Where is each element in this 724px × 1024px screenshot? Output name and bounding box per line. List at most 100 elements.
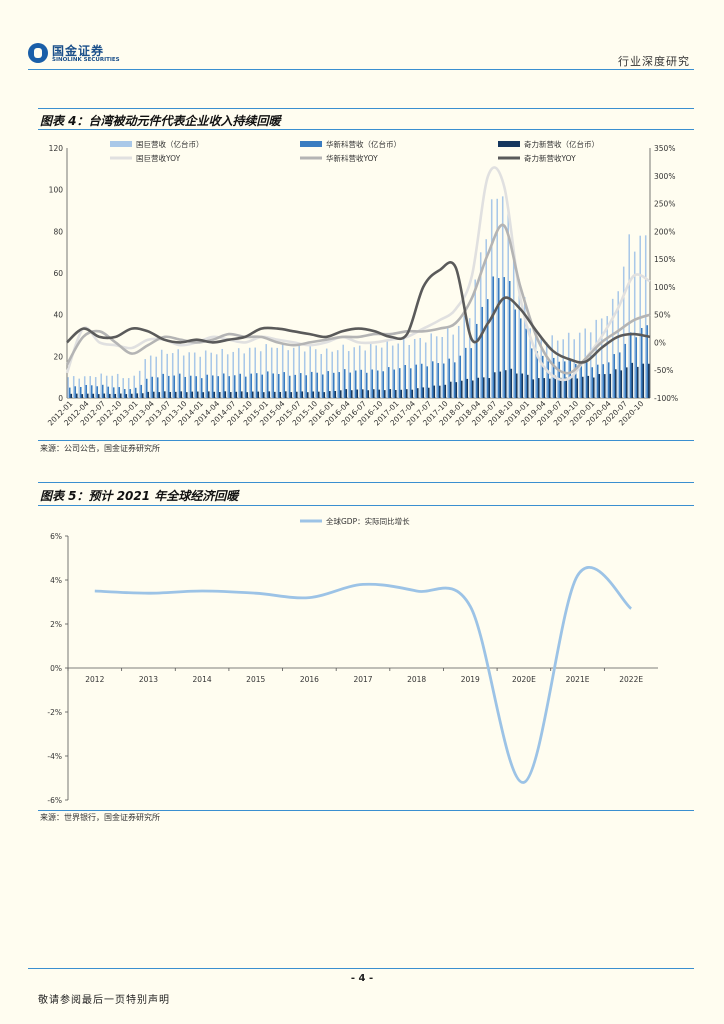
fig4-bar-chilisin — [136, 393, 139, 398]
fig4-bar-yageo — [622, 266, 625, 398]
fig4-bar-yageo — [358, 345, 361, 398]
fig4-bar-chilisin — [422, 387, 425, 398]
fig4-bar-chilisin — [532, 379, 535, 398]
fig4-bar-yageo — [133, 375, 135, 398]
fig4-bar-walsin — [244, 376, 247, 398]
fig4-bar-chilisin — [417, 388, 419, 398]
fig4-bar-yageo — [463, 315, 465, 398]
fig4-right-tick-label: 350% — [654, 144, 675, 153]
fig4-bar-walsin — [497, 278, 500, 398]
fig4-bar-walsin — [508, 280, 511, 398]
fig4-bar-yageo — [177, 349, 179, 398]
fig4-bar-yageo — [248, 347, 251, 398]
fig4-bar-walsin — [332, 372, 335, 398]
fig4-bar-yageo — [265, 344, 267, 398]
fig4-bar-chilisin — [268, 391, 271, 398]
fig4-bar-yageo — [122, 378, 124, 398]
fig4-bar-walsin — [222, 373, 225, 398]
fig4-bar-walsin — [299, 373, 302, 398]
fig4-bar-yageo — [78, 378, 80, 398]
fig4-bar-yageo — [100, 373, 102, 398]
fig4-bar-chilisin — [131, 393, 133, 398]
fig4-right-tick-label: 200% — [654, 227, 675, 236]
fig4-bar-walsin — [640, 328, 643, 398]
fig4-bar-chilisin — [318, 391, 320, 398]
fig4-bar-walsin — [646, 325, 649, 398]
fig4-right-tick-label: 150% — [654, 255, 675, 264]
fig4-bar-yageo — [298, 345, 300, 398]
fig4-bar-yageo — [490, 199, 493, 398]
fig4-bar-chilisin — [477, 377, 480, 398]
fig4-bar-chilisin — [455, 382, 458, 398]
fig4-bar-chilisin — [560, 377, 562, 398]
fig4-bar-chilisin — [224, 391, 227, 398]
fig4-bar-walsin — [431, 361, 434, 398]
fig4-bar-chilisin — [125, 394, 128, 398]
fig4-bar-walsin — [580, 361, 583, 398]
fig4-bar-yageo — [534, 333, 537, 398]
footer-divider — [28, 968, 694, 969]
fig5-x-tick-label: 2021E — [566, 675, 590, 684]
fig4-bar-chilisin — [92, 393, 95, 398]
fig4-right-tick-label: 50% — [654, 311, 671, 320]
fig4-bar-yageo — [397, 343, 399, 398]
fig4-bar-yageo — [243, 353, 245, 398]
fig4-bar-chilisin — [466, 378, 469, 398]
fig4-bar-yageo — [336, 350, 339, 398]
fig4-bar-yageo — [215, 354, 218, 398]
fig4-bar-chilisin — [626, 367, 628, 398]
fig4-right-tick-label: 100% — [654, 283, 675, 292]
fig4-bar-walsin — [167, 375, 170, 398]
fig4-bar-yageo — [193, 352, 196, 398]
fig4-bar-chilisin — [565, 377, 568, 398]
fig4-bar-chilisin — [367, 390, 370, 398]
fig4-bar-chilisin — [362, 389, 364, 398]
fig4-bar-walsin — [173, 375, 176, 398]
fig4-bar-chilisin — [263, 392, 265, 398]
fig4-bar-chilisin — [290, 392, 293, 398]
fig5-source: 来源：世界银行，国金证券研究所 — [40, 813, 160, 822]
fig4-bar-chilisin — [180, 391, 183, 398]
fig4-bar-walsin — [305, 375, 308, 398]
fig5-x-tick-label: 2020E — [512, 675, 536, 684]
fig4-bar-yageo — [507, 208, 509, 398]
fig4-bar-yageo — [595, 319, 597, 398]
fig5-x-tick-label: 2015 — [246, 675, 265, 684]
fig4-bar-chilisin — [274, 391, 276, 398]
fig4-bar-chilisin — [114, 393, 117, 398]
fig4-bar-walsin — [129, 389, 132, 398]
fig4-bar-yageo — [342, 344, 344, 398]
fig4-bar-yageo — [424, 342, 427, 398]
fig4-source: 来源：公司公告，国金证券研究所 — [40, 444, 160, 453]
fig4-bar-walsin — [536, 351, 539, 398]
fig4-bar-yageo — [270, 347, 273, 398]
fig4-bar-chilisin — [186, 392, 188, 398]
fig4-bar-yageo — [518, 279, 520, 398]
fig4-bar-chilisin — [444, 384, 447, 398]
fig4-legend-label: 国巨营收（亿台币） — [136, 139, 204, 149]
fig4-bar-chilisin — [142, 393, 144, 398]
fig4-bar-yageo — [314, 349, 317, 398]
fig4-bar-yageo — [468, 318, 471, 398]
fig4-line-walsin-yoy — [65, 223, 651, 375]
fig4-bar-walsin — [409, 368, 412, 398]
fig4-bar-chilisin — [213, 391, 216, 398]
fig4-title: 图表 4：台湾被动元件代表企业收入持续回暖 — [40, 114, 281, 128]
fig4-bar-walsin — [343, 369, 346, 398]
fig4-bar-yageo — [391, 345, 394, 398]
fig4-bar-yageo — [325, 348, 328, 398]
fig4-right-tick-label: -50% — [654, 366, 673, 375]
fig4-bar-chilisin — [598, 374, 601, 398]
fig4-bar-walsin — [228, 376, 231, 398]
fig4-bar-chilisin — [400, 389, 403, 398]
fig4-bar-walsin — [195, 376, 198, 398]
fig4-bar-walsin — [525, 328, 528, 398]
fig4-bar-chilisin — [103, 393, 106, 398]
fig4-bar-yageo — [281, 343, 284, 398]
fig5-y-tick-label: 0% — [50, 664, 62, 673]
fig4-bar-chilisin — [252, 391, 254, 398]
fig4-bar-yageo — [452, 334, 454, 398]
fig4-bar-chilisin — [642, 363, 645, 398]
fig4-bar-walsin — [404, 365, 407, 398]
fig4-bar-yageo — [485, 239, 487, 398]
